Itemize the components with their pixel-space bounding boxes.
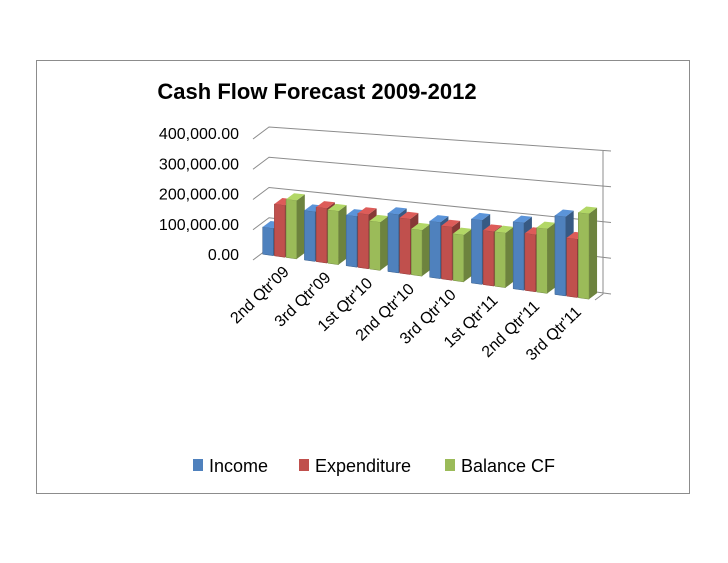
bar-income: [554, 209, 574, 297]
bar-balance-cf: [578, 206, 598, 300]
bar-balance-cf: [369, 214, 389, 271]
y-tick-label: 200,000.00: [159, 187, 239, 204]
y-tick-label: 300,000.00: [159, 156, 239, 173]
bar-layer: [262, 193, 598, 300]
cash-flow-chart: Cash Flow Forecast 2009-2012 0.00 100,000…: [157, 79, 612, 476]
bar-balance-cf: [411, 222, 431, 277]
y-tick-label: 400,000.00: [159, 126, 239, 143]
y-tick-label: 0.00: [208, 247, 239, 264]
legend-label: Balance CF: [461, 456, 555, 476]
legend-item: Income: [193, 456, 268, 476]
y-axis: 0.00 100,000.00 200,000.00 300,000.00 400,00…: [159, 126, 239, 264]
chart-title: Cash Flow Forecast 2009-2012: [157, 79, 476, 104]
bar-balance-cf: [494, 225, 514, 288]
bar-balance-cf: [536, 221, 556, 294]
legend-item: Expenditure: [299, 456, 411, 476]
bar-balance-cf: [285, 193, 305, 260]
gridline: [252, 186, 612, 223]
bar-balance-cf: [327, 203, 347, 265]
gridline: [252, 156, 612, 188]
chart-frame: Cash Flow Forecast 2009-2012 0.00 100,000…: [36, 60, 690, 494]
legend-swatch: [193, 459, 203, 471]
legend-swatch: [445, 459, 455, 471]
back-wall-edge: [594, 151, 604, 301]
legend-label: Expenditure: [315, 456, 411, 476]
gridline: [252, 126, 612, 152]
bar-balance-cf: [452, 227, 472, 283]
legend-swatch: [299, 459, 309, 471]
legend-item: Balance CF: [445, 456, 555, 476]
legend: Income Expenditure Balance CF: [193, 456, 555, 476]
legend-label: Income: [209, 456, 268, 476]
y-tick-label: 100,000.00: [159, 217, 239, 234]
